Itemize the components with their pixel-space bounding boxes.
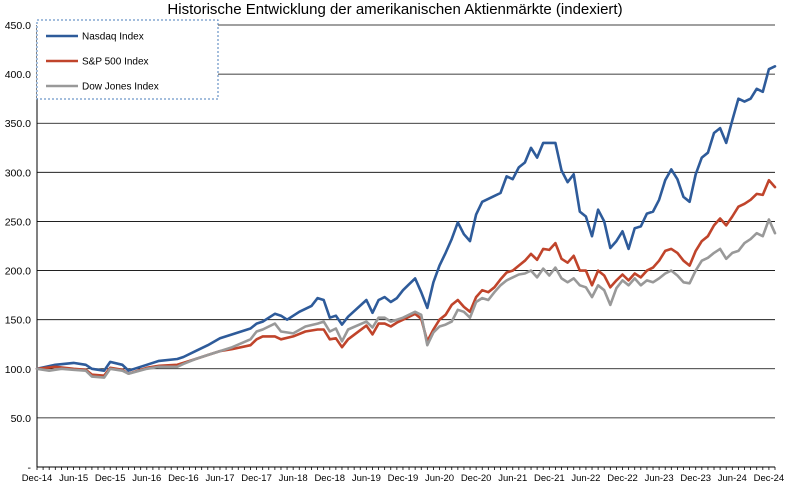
- x-tick-label: Jun-19: [352, 473, 381, 483]
- x-tick-label: Dec-20: [461, 473, 492, 483]
- legend-label: Nasdaq Index: [82, 32, 144, 43]
- legend: Nasdaq Index S&P 500 Index Dow Jones Index: [36, 19, 219, 100]
- gridlines: [37, 24, 775, 419]
- x-tick-label: Jun-18: [279, 473, 308, 483]
- legend-label: Dow Jones Index: [82, 82, 159, 93]
- x-tick-label: Jun-23: [645, 473, 674, 483]
- x-tick-label: Dec-14: [22, 473, 53, 483]
- x-tick-label: Dec-19: [388, 473, 419, 483]
- x-tick-label: Jun-20: [425, 473, 454, 483]
- x-tick-label: Dec-24: [754, 473, 785, 483]
- y-tick-label: 400.0: [5, 69, 31, 81]
- x-tick-label: Jun-24: [718, 473, 747, 483]
- x-tick-label: Jun-17: [205, 473, 234, 483]
- x-tick-label: Dec-21: [534, 473, 565, 483]
- y-tick-label: 450.0: [5, 20, 31, 32]
- series-line-s-p-500-index: [35, 178, 777, 377]
- x-tick-label: Jun-21: [498, 473, 527, 483]
- series-lines: [35, 65, 777, 379]
- y-tick-label: 300.0: [5, 167, 31, 179]
- y-tick-label: 150.0: [5, 315, 31, 327]
- chart-title: Historische Entwicklung der amerikanisch…: [167, 1, 622, 18]
- y-tick-label: -: [28, 462, 32, 474]
- x-tick-label: Jun-22: [571, 473, 600, 483]
- x-tick-label: Dec-22: [607, 473, 638, 483]
- x-tick-label: Dec-23: [680, 473, 711, 483]
- y-tick-label: 350.0: [5, 118, 31, 130]
- y-tick-label: 100.0: [5, 364, 31, 376]
- x-tick-label: Dec-17: [241, 473, 272, 483]
- x-tick-label: Jun-16: [132, 473, 161, 483]
- series-line-nasdaq-index: [35, 65, 777, 372]
- series-line-dow-jones-index: [35, 218, 777, 379]
- legend-label: S&P 500 Index: [82, 57, 149, 68]
- y-tick-label: 50.0: [11, 413, 32, 425]
- x-tick-label: Dec-16: [168, 473, 199, 483]
- x-tick-label: Dec-18: [314, 473, 345, 483]
- y-tick-label: 250.0: [5, 216, 31, 228]
- x-tick-label: Dec-15: [95, 473, 126, 483]
- y-tick-label: 200.0: [5, 266, 31, 278]
- x-tick-label: Jun-15: [59, 473, 88, 483]
